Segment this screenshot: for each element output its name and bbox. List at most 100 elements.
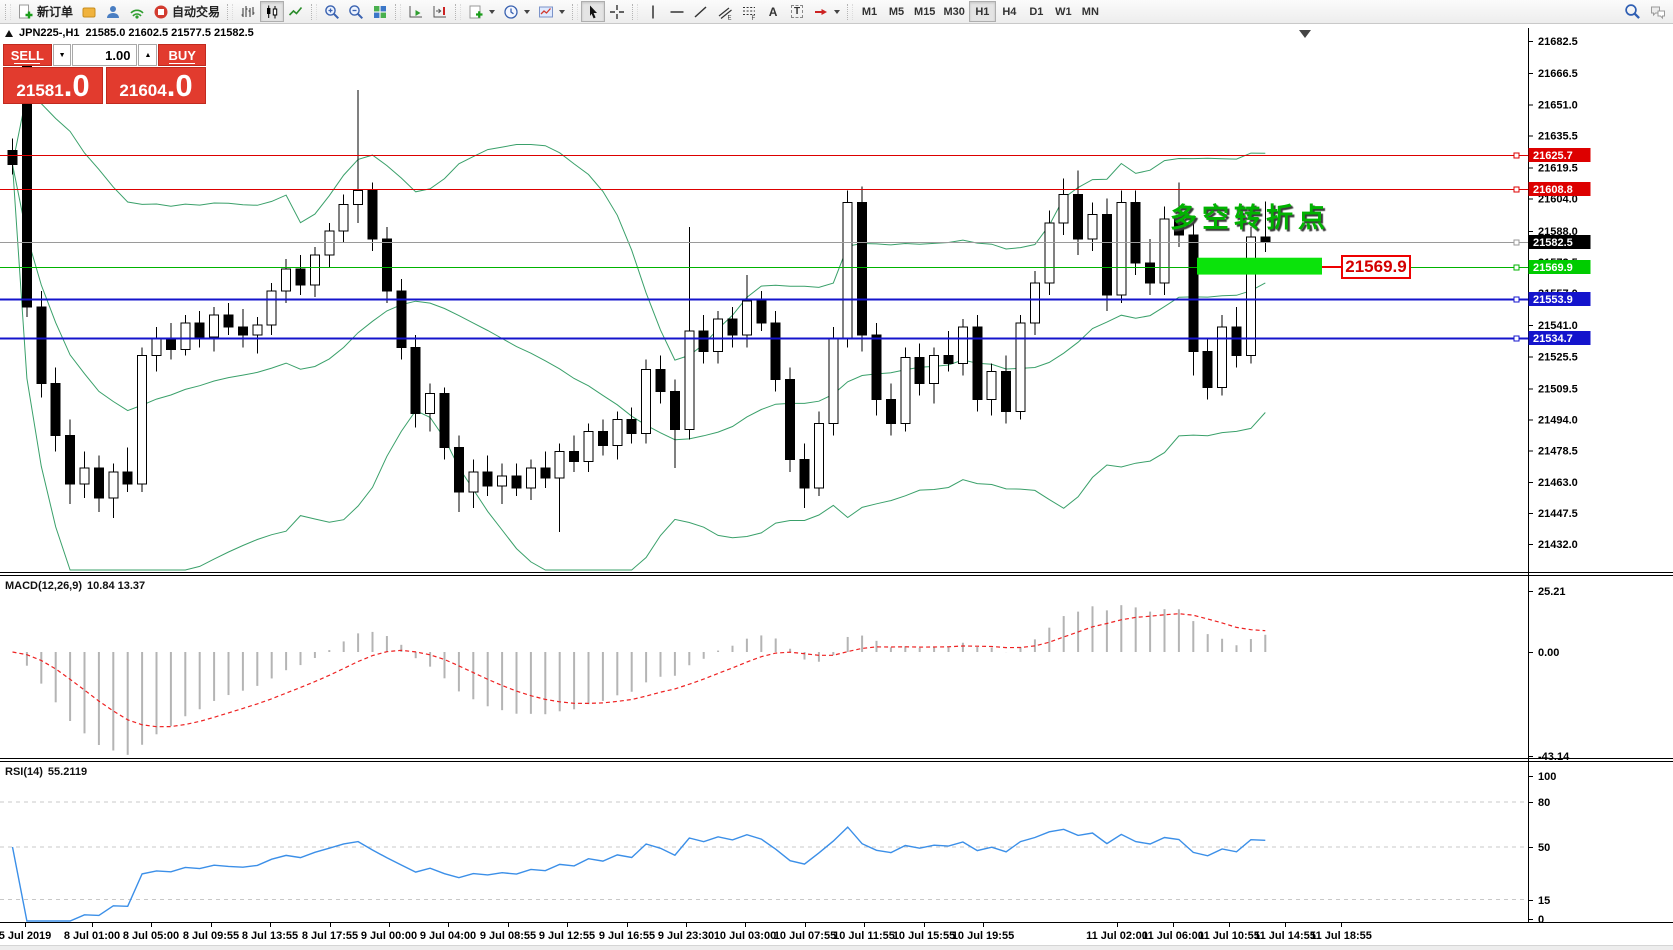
signals-button[interactable] bbox=[125, 1, 149, 22]
svg-text:9 Jul 23:30: 9 Jul 23:30 bbox=[658, 930, 714, 942]
search-button[interactable] bbox=[1620, 1, 1645, 22]
one-click-trade-panel: SELL ▼ ▲ BUY 21581 .0 21604 .0 bbox=[3, 44, 206, 104]
svg-text:21569.9: 21569.9 bbox=[1533, 262, 1573, 274]
svg-text:15: 15 bbox=[1538, 895, 1550, 907]
svg-text:10 Jul 11:55: 10 Jul 11:55 bbox=[833, 930, 895, 942]
price-axis[interactable]: 21682.5 21666.5 21651.0 21635.5 21619.5 21604… bbox=[1528, 28, 1591, 922]
svg-text:8 Jul 17:55: 8 Jul 17:55 bbox=[302, 930, 358, 942]
chevron-down-icon bbox=[834, 9, 841, 14]
svg-text:21478.5: 21478.5 bbox=[1538, 446, 1578, 458]
turning-point-annotation: 多空转折点 bbox=[1170, 203, 1330, 234]
volume-input[interactable] bbox=[72, 44, 138, 66]
template-dropdown[interactable] bbox=[534, 1, 569, 22]
auto-scroll-button[interactable] bbox=[404, 1, 428, 22]
volume-increase-button[interactable]: ▲ bbox=[138, 44, 158, 66]
cursor-tool-button[interactable] bbox=[581, 1, 606, 22]
chart-shift-marker[interactable] bbox=[1299, 30, 1311, 38]
tile-windows-icon bbox=[374, 5, 387, 18]
svg-text:21608.8: 21608.8 bbox=[1533, 184, 1573, 196]
time-axis[interactable]: 5 Jul 2019 8 Jul 01:00 8 Jul 05:00 8 Jul 09… bbox=[0, 922, 1372, 942]
svg-text:21534.7: 21534.7 bbox=[1533, 333, 1573, 345]
horizontal-line-tool[interactable] bbox=[665, 1, 689, 22]
vertical-line-tool[interactable] bbox=[641, 1, 665, 22]
tile-windows-button[interactable] bbox=[368, 1, 392, 22]
new-order-button[interactable]: 新订单 bbox=[14, 1, 77, 22]
period-dropdown[interactable] bbox=[499, 1, 534, 22]
tf-m5-button[interactable]: M5 bbox=[883, 1, 910, 22]
svg-text:11 Jul 06:00: 11 Jul 06:00 bbox=[1142, 930, 1204, 942]
svg-text:21635.5: 21635.5 bbox=[1538, 130, 1578, 142]
channel-tool[interactable]: E bbox=[713, 1, 737, 22]
svg-text:11 Jul 10:55: 11 Jul 10:55 bbox=[1198, 930, 1260, 942]
tf-h1-button[interactable]: H1 bbox=[968, 1, 996, 22]
toolbar-grip bbox=[5, 3, 11, 20]
svg-text:21525.5: 21525.5 bbox=[1538, 351, 1578, 363]
trendline-tool[interactable] bbox=[689, 1, 713, 22]
tf-m15-button[interactable]: M15 bbox=[910, 1, 939, 22]
bar-chart-button[interactable] bbox=[236, 1, 260, 22]
svg-text:21604.0: 21604.0 bbox=[1538, 194, 1578, 206]
chat-button[interactable] bbox=[1645, 1, 1671, 22]
fibonacci-tool[interactable]: F bbox=[737, 1, 761, 22]
symbol-arrow-icon bbox=[5, 29, 13, 37]
tf-mn-button[interactable]: MN bbox=[1077, 1, 1104, 22]
svg-text:21588.0: 21588.0 bbox=[1538, 226, 1578, 238]
svg-text:10 Jul 07:55: 10 Jul 07:55 bbox=[774, 930, 836, 942]
tf-h4-button[interactable]: H4 bbox=[996, 1, 1023, 22]
svg-text:25.21: 25.21 bbox=[1538, 586, 1566, 598]
new-chart-dropdown[interactable] bbox=[464, 1, 499, 22]
pane-separators[interactable] bbox=[0, 572, 1673, 923]
navigator-button[interactable] bbox=[101, 1, 125, 22]
trendline-icon bbox=[694, 5, 707, 18]
new-order-icon bbox=[19, 4, 33, 18]
equidistant-channel-icon: E bbox=[718, 7, 732, 20]
candlestick-chart-button[interactable] bbox=[260, 1, 285, 22]
bottom-strip bbox=[0, 945, 1673, 950]
chart-shift-button[interactable] bbox=[428, 1, 452, 22]
sell-button[interactable]: SELL bbox=[3, 44, 52, 66]
volume-decrease-button[interactable]: ▼ bbox=[52, 44, 72, 66]
zoom-out-button[interactable] bbox=[344, 1, 368, 22]
chart-canvas[interactable]: 21682.5 21666.5 21651.0 21635.5 21619.5 21604… bbox=[0, 24, 1673, 950]
tf-m1-button[interactable]: M1 bbox=[856, 1, 883, 22]
svg-text:21432.0: 21432.0 bbox=[1538, 539, 1578, 551]
svg-text:100: 100 bbox=[1538, 771, 1556, 783]
macd-values: 10.84 13.37 bbox=[87, 580, 146, 592]
svg-text:11 Jul 14:55: 11 Jul 14:55 bbox=[1254, 930, 1316, 942]
horizontal-line-icon bbox=[670, 10, 684, 13]
buy-price-display[interactable]: 21604 .0 bbox=[106, 67, 206, 104]
svg-text:21541.0: 21541.0 bbox=[1538, 320, 1578, 332]
autotrade-button[interactable]: 自动交易 bbox=[149, 1, 224, 22]
crosshair-tool-button[interactable] bbox=[605, 1, 629, 22]
svg-text:10 Jul 15:55: 10 Jul 15:55 bbox=[893, 930, 955, 942]
svg-text:9 Jul 12:55: 9 Jul 12:55 bbox=[539, 930, 595, 942]
buy-price-main: 21604 bbox=[119, 81, 167, 100]
svg-text:8 Jul 09:55: 8 Jul 09:55 bbox=[183, 930, 239, 942]
svg-text:21447.5: 21447.5 bbox=[1538, 508, 1578, 520]
svg-text:5 Jul 2019: 5 Jul 2019 bbox=[0, 930, 51, 942]
tf-d1-button[interactable]: D1 bbox=[1023, 1, 1050, 22]
zoom-in-button[interactable] bbox=[320, 1, 344, 22]
rsi-value: 55.2119 bbox=[47, 766, 88, 778]
svg-text:E: E bbox=[728, 15, 732, 20]
chart-folder-button[interactable] bbox=[77, 1, 101, 22]
svg-text:9 Jul 00:00: 9 Jul 00:00 bbox=[361, 930, 417, 942]
autotrade-label: 自动交易 bbox=[172, 5, 221, 19]
shapes-dropdown[interactable] bbox=[809, 1, 844, 22]
svg-text:0.00: 0.00 bbox=[1538, 647, 1559, 659]
svg-text:-43.14: -43.14 bbox=[1538, 751, 1570, 763]
svg-text:21666.5: 21666.5 bbox=[1538, 68, 1578, 80]
highlight-rectangle[interactable] bbox=[1197, 257, 1322, 275]
tf-w1-button[interactable]: W1 bbox=[1050, 1, 1077, 22]
svg-text:21625.7: 21625.7 bbox=[1533, 150, 1573, 162]
text-tool[interactable]: A bbox=[761, 1, 785, 22]
svg-text:8 Jul 13:55: 8 Jul 13:55 bbox=[242, 930, 298, 942]
horizontal-level-lines[interactable] bbox=[0, 152, 1528, 342]
buy-button[interactable]: BUY bbox=[158, 44, 206, 66]
toolbar-grip bbox=[395, 3, 402, 20]
line-chart-button[interactable] bbox=[284, 1, 308, 22]
sell-price-display[interactable]: 21581 .0 bbox=[3, 67, 103, 104]
label-tool[interactable]: T bbox=[785, 1, 809, 22]
chat-icon bbox=[1651, 6, 1665, 19]
tf-m30-button[interactable]: M30 bbox=[939, 1, 968, 22]
